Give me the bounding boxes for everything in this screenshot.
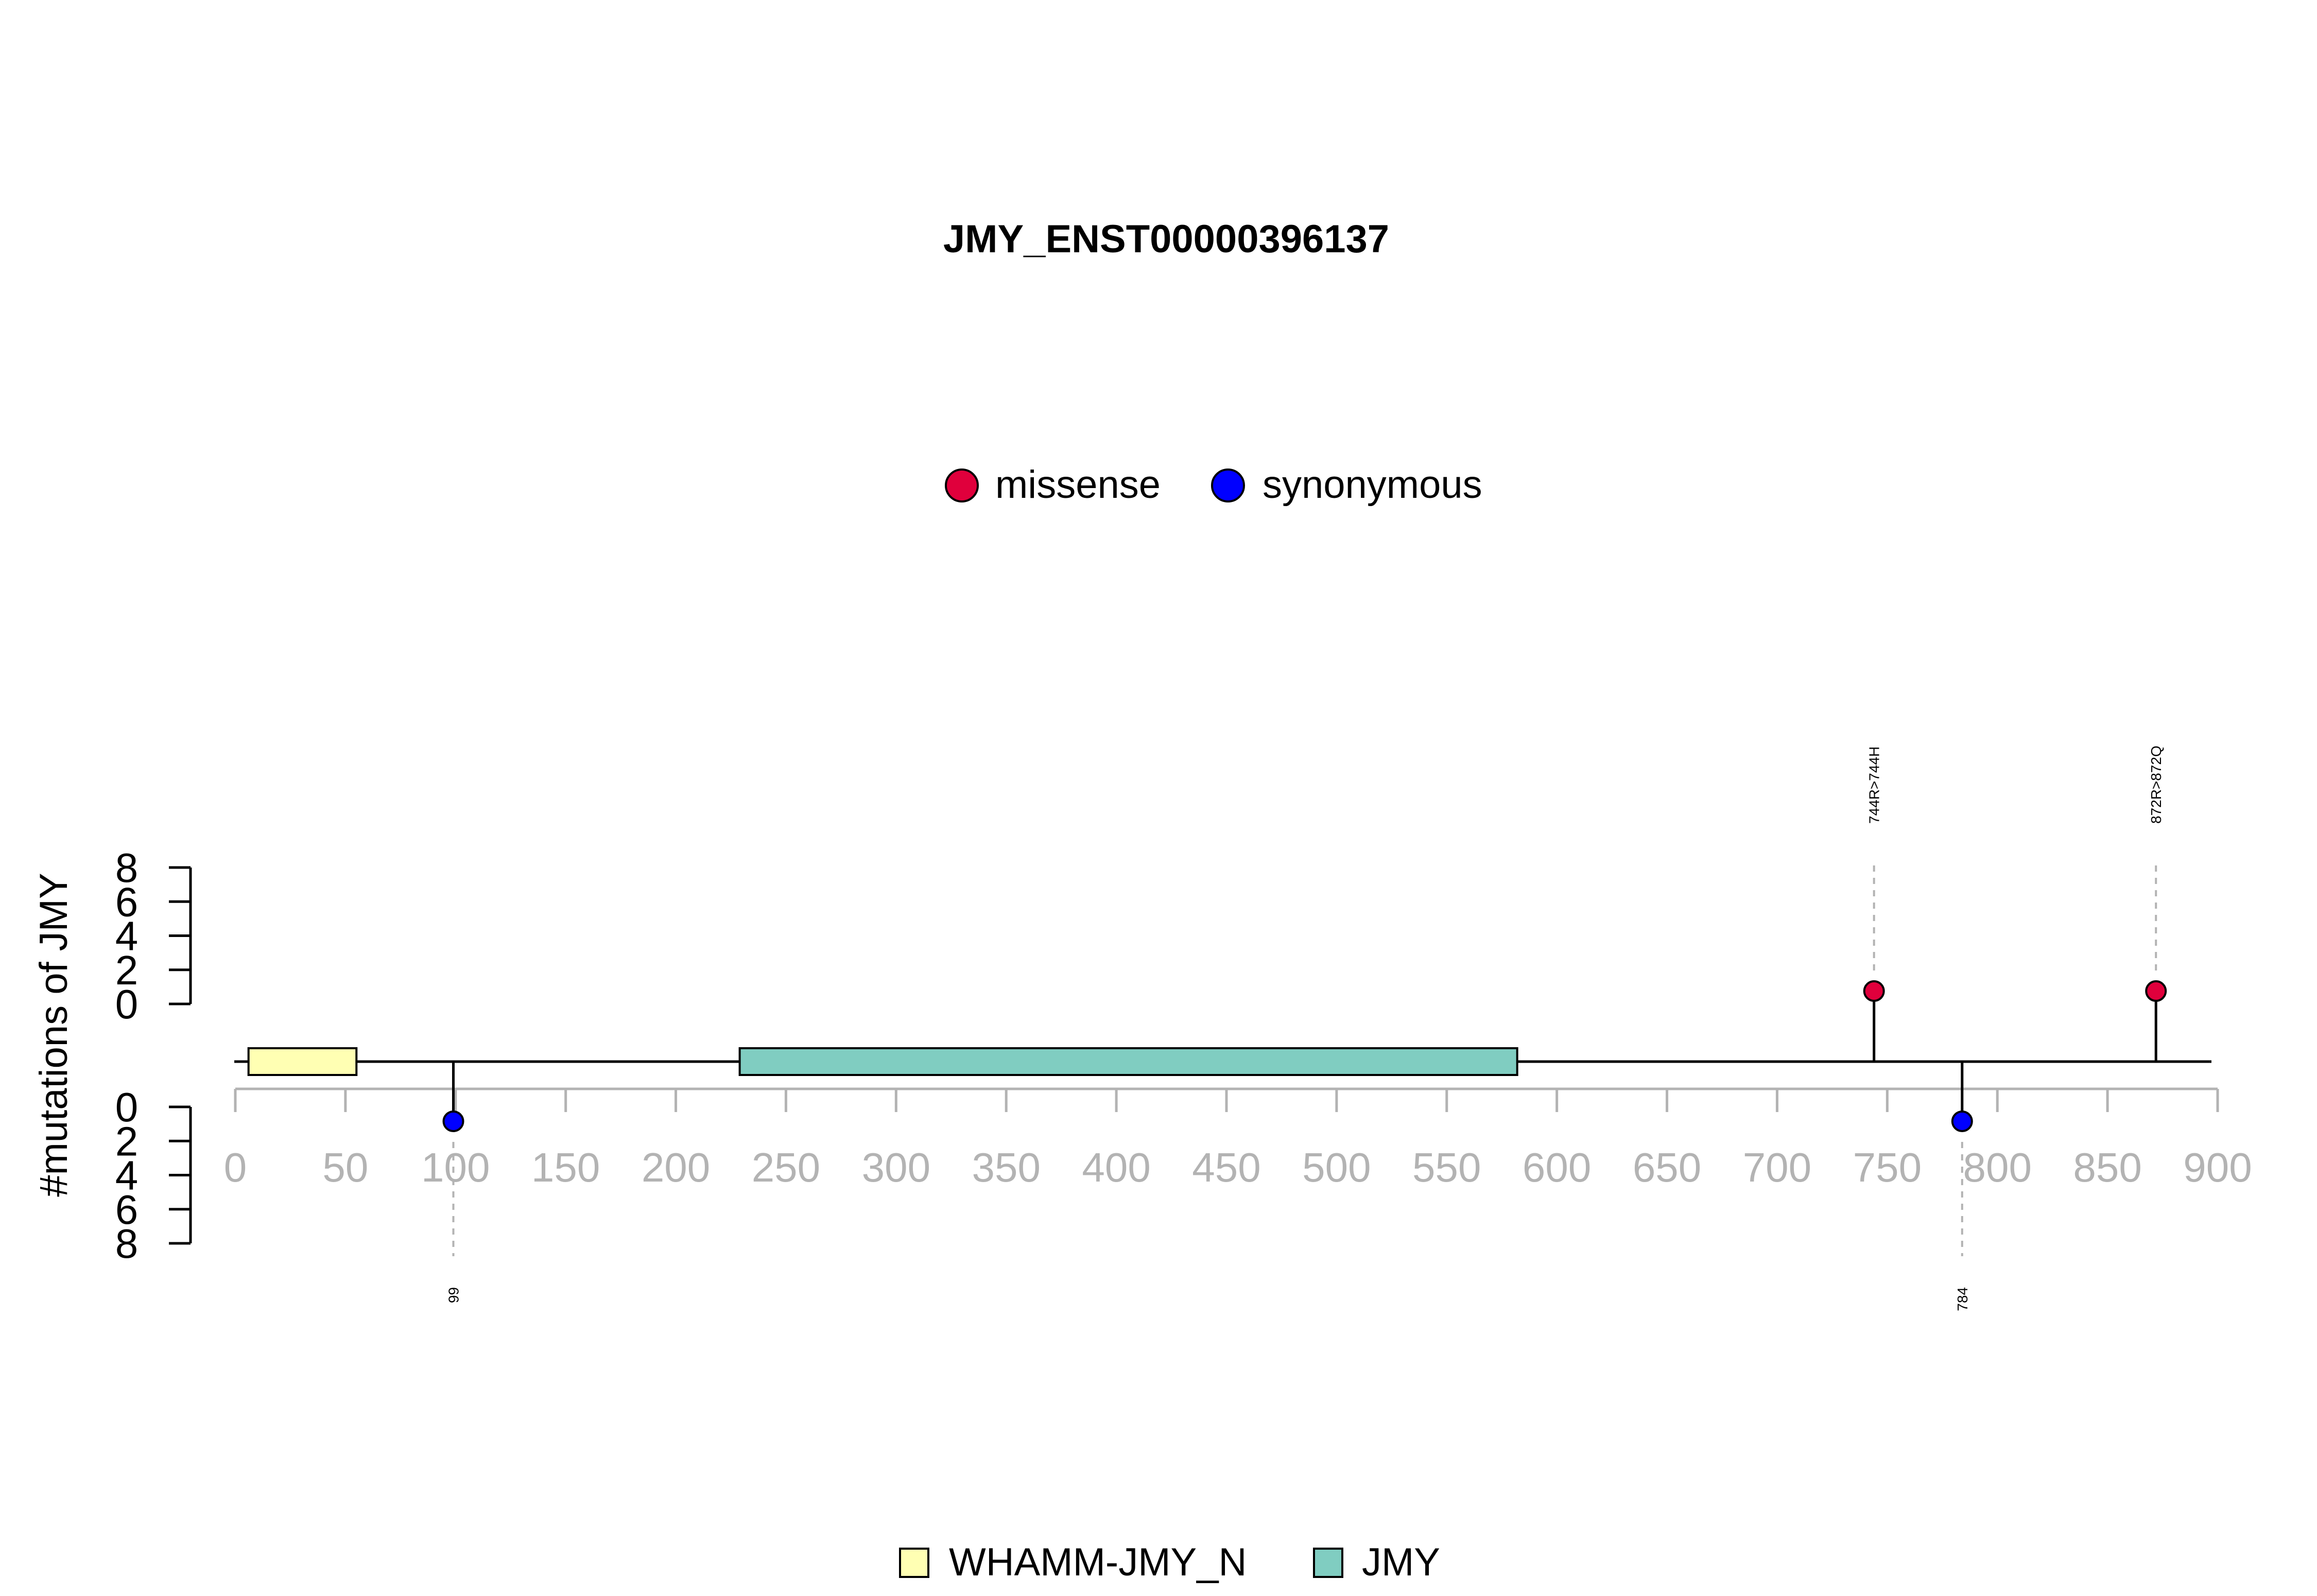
domain-boxes xyxy=(247,1047,1518,1076)
chart-title: JMY_ENST00000396137 xyxy=(943,217,1389,261)
x-tick-label: 400 xyxy=(1082,1144,1150,1190)
x-tick-label: 0 xyxy=(224,1144,247,1190)
y-bottom-tick-label: 0 xyxy=(115,1084,139,1130)
x-tick-label: 200 xyxy=(642,1144,710,1190)
legend-synonymous-label: synonymous xyxy=(1263,463,1482,507)
x-tick-label: 550 xyxy=(1412,1144,1481,1190)
domain-box xyxy=(247,1047,358,1076)
x-tick-label: 100 xyxy=(421,1144,490,1190)
x-tick-label: 900 xyxy=(2183,1144,2252,1190)
y-top-tick-label: 6 xyxy=(115,879,139,925)
x-tick-label: 600 xyxy=(1523,1144,1591,1190)
x-tick-label: 250 xyxy=(752,1144,820,1190)
mutation-label: 99 xyxy=(446,1287,462,1303)
y-bottom-tick-label: 2 xyxy=(115,1118,139,1164)
domain-legend: WHAMM-JMY_N JMY xyxy=(899,1540,1440,1584)
x-tick-label: 350 xyxy=(972,1144,1040,1190)
x-tick-label: 750 xyxy=(1853,1144,1922,1190)
x-tick-label: 450 xyxy=(1192,1144,1260,1190)
x-tick-label: 500 xyxy=(1302,1144,1371,1190)
x-tick-label: 150 xyxy=(531,1144,600,1190)
y-top-tick-label: 4 xyxy=(115,913,139,959)
x-tick-label: 50 xyxy=(322,1144,368,1190)
legend-missense-marker xyxy=(945,469,979,502)
x-axis: 0 50 100 150 200 250 300 350 400 450 500 550 600 650 7… xyxy=(224,1087,2252,1190)
lollipop-head xyxy=(2145,980,2167,1002)
legend-whamm-swatch xyxy=(899,1548,929,1578)
mutation-label: 784 xyxy=(1955,1287,1970,1311)
y-top-tick-label: 2 xyxy=(115,947,139,993)
y-top-tick-label: 8 xyxy=(115,845,139,891)
legend-whamm-label: WHAMM-JMY_N xyxy=(949,1540,1247,1584)
y-top-tick-label: 0 xyxy=(115,981,139,1027)
mutation-lollipops: 744R>744H 872R>872Q 99 784 xyxy=(442,745,2167,1311)
x-tick-label: 300 xyxy=(862,1144,930,1190)
mutation-label: 744R>744H xyxy=(1866,747,1882,824)
y-axis-label: #mutations of JMY xyxy=(32,873,76,1196)
x-tick-label: 650 xyxy=(1633,1144,1701,1190)
legend-jmy-label: JMY xyxy=(1362,1540,1440,1584)
mutation-label: 872R>872Q xyxy=(2148,745,2164,824)
y-bottom-tick-label: 6 xyxy=(115,1187,139,1233)
lollipop-head xyxy=(442,1111,464,1132)
lollipop-head xyxy=(1951,1111,1973,1132)
lollipop-head xyxy=(1863,980,1885,1002)
x-tick-label: 700 xyxy=(1743,1144,1811,1190)
legend-jmy-swatch xyxy=(1313,1548,1343,1578)
x-tick-label: 800 xyxy=(1963,1144,2031,1190)
mutation-legend: missense synonymous xyxy=(945,463,1482,507)
legend-synonymous-marker xyxy=(1211,469,1245,502)
y-bottom-tick-label: 8 xyxy=(115,1221,139,1267)
domain-box xyxy=(738,1047,1518,1076)
y-bottom-tick-label: 4 xyxy=(115,1153,139,1199)
legend-missense-label: missense xyxy=(995,463,1161,507)
x-tick-label: 850 xyxy=(2073,1144,2141,1190)
